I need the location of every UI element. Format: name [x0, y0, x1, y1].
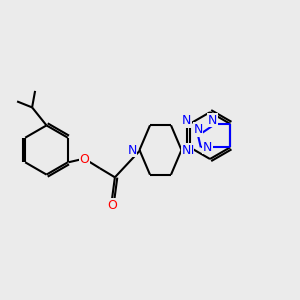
- Text: N: N: [194, 123, 203, 136]
- Text: N: N: [184, 143, 194, 157]
- Text: N: N: [127, 143, 137, 157]
- Text: N: N: [182, 114, 191, 128]
- Text: N: N: [208, 114, 217, 127]
- Text: N: N: [182, 144, 191, 158]
- Text: O: O: [80, 153, 89, 166]
- Text: N: N: [203, 141, 212, 154]
- Text: O: O: [107, 199, 117, 212]
